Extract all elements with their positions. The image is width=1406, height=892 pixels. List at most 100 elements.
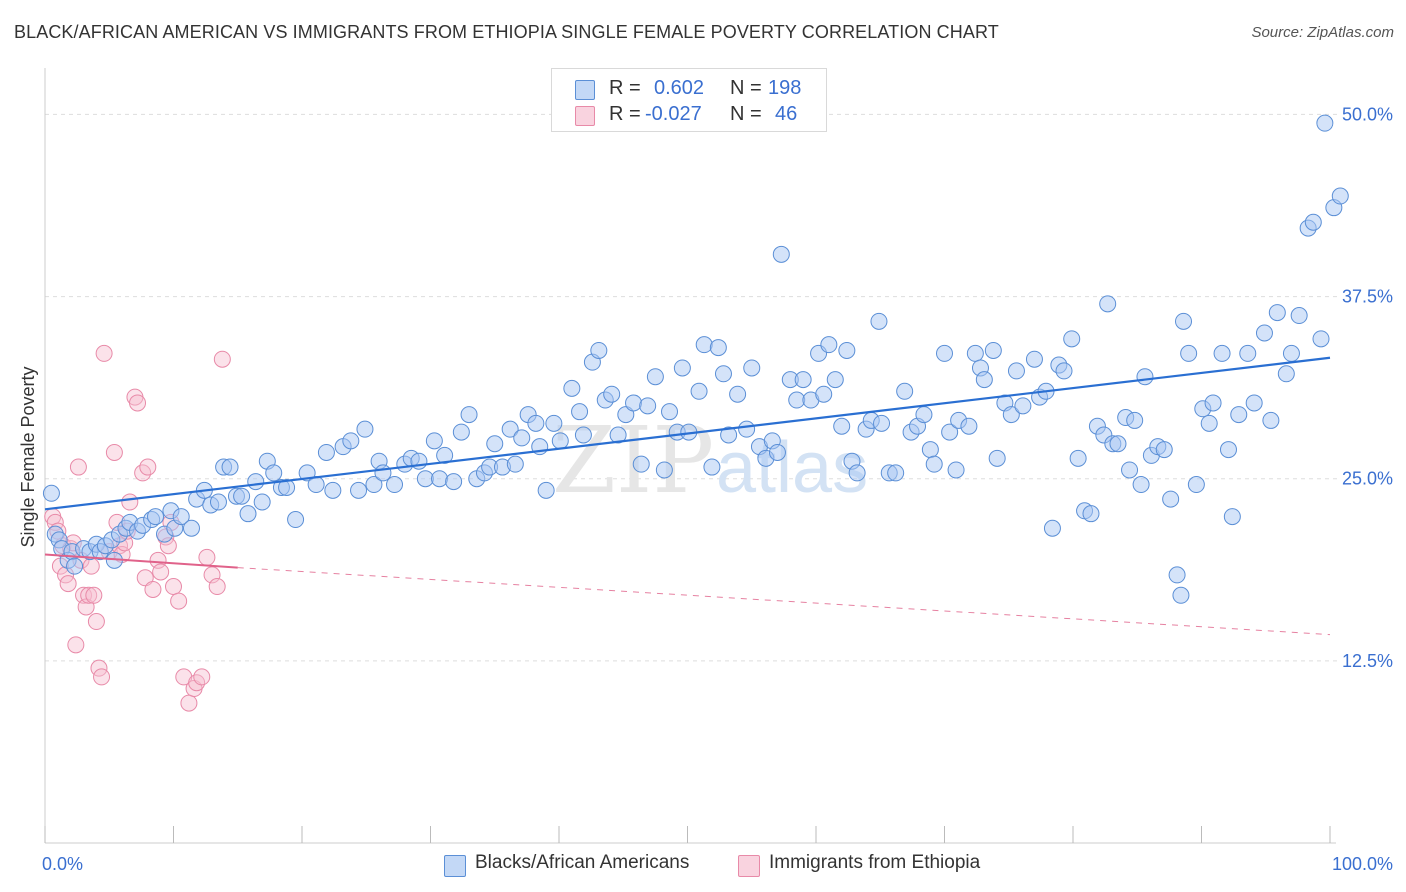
data-point-blacks (873, 414, 891, 432)
data-point-blacks (182, 519, 200, 537)
x-tick-label: 100.0% (1332, 854, 1393, 874)
data-point-blacks (794, 371, 812, 389)
data-point-blacks (1180, 344, 1198, 362)
data-point-blacks (506, 455, 524, 473)
data-point-blacks (436, 446, 454, 464)
data-point-ethiopia (87, 613, 105, 631)
data-point-blacks (848, 464, 866, 482)
legend-r-label: R = (609, 103, 641, 125)
data-point-blacks (386, 476, 404, 494)
source-note: Source: ZipAtlas.com (1251, 24, 1394, 41)
data-point-blacks (815, 385, 833, 403)
data-point-blacks (690, 382, 708, 400)
legend-swatch-pink (575, 106, 595, 126)
data-point-blacks (838, 341, 856, 359)
data-point-ethiopia (95, 344, 113, 362)
data-point-blacks (563, 379, 581, 397)
data-point-blacks (574, 426, 592, 444)
tick-labels: 12.5% 25.0% 37.5% 50.0% 0.0% 100.0% (42, 104, 1393, 874)
data-point-blacks (1099, 295, 1117, 313)
data-point-blacks (1168, 566, 1186, 584)
data-point-blacks (42, 484, 60, 502)
data-point-blacks (1245, 394, 1263, 412)
legend-row-ethiopia: R = -0.027 N = 46 (552, 101, 826, 127)
bottom-legend-swatch-pink (738, 855, 760, 877)
data-point-ethiopia (67, 636, 85, 654)
data-point-blacks (1055, 362, 1073, 380)
data-point-blacks (1219, 441, 1237, 459)
data-point-blacks (1316, 114, 1334, 132)
data-point-ethiopia (93, 668, 111, 686)
data-point-blacks (984, 341, 1002, 359)
data-point-blacks (1014, 397, 1032, 415)
data-point-ethiopia (136, 569, 154, 587)
data-point-blacks (1025, 350, 1043, 368)
data-point-blacks (247, 473, 265, 491)
data-point-blacks (603, 385, 621, 403)
data-point-blacks (743, 359, 761, 377)
data-point-blacks (714, 365, 732, 383)
data-point-blacks (1230, 406, 1248, 424)
data-point-blacks (513, 429, 531, 447)
legend-row-blacks: R = 0.602 N = 198 (552, 75, 826, 101)
data-point-blacks (324, 481, 342, 499)
data-point-ethiopia (85, 586, 103, 604)
series-blacks-points (42, 114, 1349, 604)
data-point-blacks (673, 359, 691, 377)
data-point-blacks (768, 443, 786, 461)
data-point-blacks (172, 508, 190, 526)
data-point-blacks (887, 464, 905, 482)
data-point-blacks (947, 461, 965, 479)
data-point-blacks (1239, 344, 1257, 362)
data-point-blacks (374, 464, 392, 482)
legend-n-value: 198 (768, 77, 802, 99)
data-point-blacks (870, 312, 888, 330)
legend-n-value: 46 (775, 103, 798, 125)
data-point-blacks (833, 417, 851, 435)
data-point-ethiopia (198, 548, 216, 566)
data-point-blacks (941, 423, 959, 441)
data-point-blacks (1304, 213, 1322, 231)
data-point-ethiopia (69, 458, 87, 476)
data-point-blacks (921, 441, 939, 459)
data-point-ethiopia (165, 578, 182, 596)
axes (44, 68, 1336, 844)
data-point-blacks (1204, 394, 1222, 412)
data-point-blacks (445, 473, 463, 491)
data-point-blacks (695, 336, 713, 354)
data-point-blacks (527, 414, 545, 432)
data-point-blacks (342, 432, 360, 450)
data-point-blacks (1213, 344, 1231, 362)
legend-r-value: -0.027 (645, 103, 702, 125)
legend-r-value: 0.602 (654, 77, 705, 99)
data-point-blacks (1331, 187, 1349, 205)
trend-line-blacks (44, 356, 1331, 511)
data-point-blacks (253, 493, 271, 511)
data-point-blacks (820, 336, 838, 354)
data-point-blacks (661, 403, 679, 421)
data-point-blacks (66, 557, 84, 575)
data-point-ethiopia (170, 592, 188, 610)
data-point-blacks (720, 426, 738, 444)
data-point-blacks (1132, 476, 1150, 494)
data-point-blacks (1126, 411, 1144, 429)
data-point-blacks (239, 505, 257, 523)
data-point-blacks (936, 344, 953, 362)
data-point-ethiopia (193, 668, 211, 686)
data-point-blacks (1069, 449, 1087, 467)
y-tick-label: 50.0% (1342, 104, 1393, 124)
legend-r-label: R = (609, 77, 641, 99)
y-tick-label: 37.5% (1342, 287, 1393, 307)
data-point-blacks (1223, 508, 1241, 526)
y-tick-label: 25.0% (1342, 469, 1393, 489)
data-point-ethiopia (208, 578, 226, 596)
data-point-blacks (1200, 414, 1218, 432)
data-point-blacks (772, 245, 790, 263)
data-point-blacks (632, 455, 650, 473)
data-point-ethiopia (139, 458, 157, 476)
trend-lines (44, 356, 1331, 636)
data-point-blacks (646, 368, 664, 386)
data-point-blacks (1290, 307, 1308, 325)
data-point-blacks (639, 397, 657, 415)
